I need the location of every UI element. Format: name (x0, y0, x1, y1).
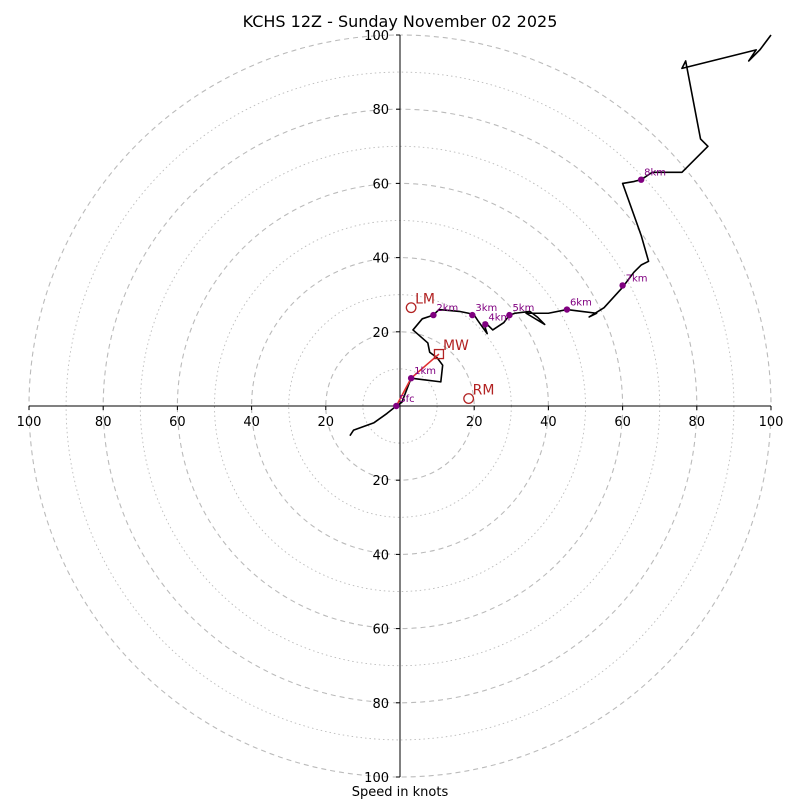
x-tick-label: 20 (318, 415, 335, 430)
height-marker-label: Sfc (399, 394, 414, 405)
y-tick-label: 60 (372, 177, 389, 192)
x-tick-label: 60 (169, 415, 186, 430)
x-tick-label: 100 (17, 415, 42, 430)
storm-marker-label: RM (473, 383, 495, 399)
x-tick-label: 100 (759, 415, 784, 430)
height-marker-point (482, 321, 489, 328)
storm-marker-circle (405, 302, 417, 314)
height-marker-label: 5km (512, 303, 534, 314)
height-marker-point (619, 282, 626, 289)
height-marker-point (506, 311, 513, 319)
chart-title: KCHS 12Z - Sunday November 02 2025 (243, 12, 558, 31)
height-marker-point (637, 176, 645, 183)
height-marker-point (563, 306, 571, 313)
y-tick-label: 20 (372, 326, 389, 341)
height-marker-label: 7km (626, 273, 648, 284)
y-tick-label: 100 (364, 29, 389, 44)
height-marker-label: 4km (488, 312, 510, 323)
height-marker-label: 1km (414, 366, 436, 377)
height-marker-point (469, 311, 476, 319)
storm-motion-markers: LM MW RM (405, 292, 495, 405)
y-tick-label: 40 (372, 548, 389, 563)
x-tick-label: 60 (614, 415, 631, 430)
x-tick-label: 80 (689, 415, 706, 430)
y-tick-label: 40 (372, 252, 389, 267)
height-marker-point (393, 402, 400, 410)
storm-marker-label: MW (443, 338, 469, 354)
chart-axes (29, 35, 771, 777)
x-axis-label: Speed in knots (352, 785, 449, 800)
x-tick-label: 40 (540, 415, 557, 430)
x-tick-label: 40 (243, 415, 260, 430)
height-marker-point (430, 311, 437, 319)
height-marker-label: 3km (475, 303, 497, 314)
y-tick-label: 60 (372, 623, 389, 638)
y-tick-label: 80 (372, 697, 389, 712)
height-marker-label: 2km (436, 303, 458, 314)
x-tick-label: 80 (95, 415, 112, 430)
axis-ticks: 20 20 20 20 40 40 40 40 60 60 60 60 80 80 80 80 100 100 10… (17, 29, 784, 786)
height-marker-label: 6km (570, 298, 592, 309)
x-tick-label: 20 (466, 415, 483, 430)
y-tick-label: 100 (364, 771, 389, 786)
storm-marker-label: LM (415, 292, 435, 308)
y-tick-label: 20 (372, 474, 389, 489)
height-marker-point (407, 374, 415, 382)
y-tick-label: 80 (372, 103, 389, 118)
height-marker-label: 8km (644, 168, 666, 179)
storm-marker-circle (463, 393, 475, 405)
storm-marker-square (433, 348, 445, 360)
